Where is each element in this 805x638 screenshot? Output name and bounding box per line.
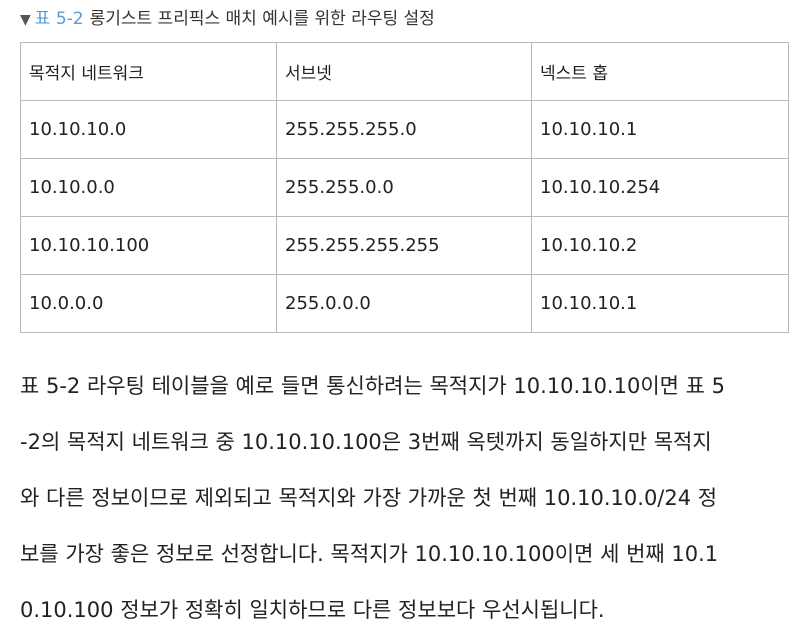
cell-subnet: 255.255.255.0 [276, 100, 532, 159]
cell-next-hop: 10.10.10.2 [531, 216, 789, 275]
paragraph-line: 0.10.100 정보가 정확히 일치하므로 다른 정보보다 우선시됩니다. [20, 598, 605, 622]
cell-subnet: 255.0.0.0 [276, 274, 532, 333]
cell-subnet: 255.255.0.0 [276, 158, 532, 217]
table-number: 표 5-2 [34, 9, 84, 29]
cell-next-hop: 10.10.10.1 [531, 274, 789, 333]
header-destination-network: 목적지 네트워크 [20, 42, 277, 101]
cell-next-hop: 10.10.10.254 [531, 158, 789, 217]
paragraph-line: 와 다른 정보이므로 제외되고 목적지와 가장 가까운 첫 번째 10.10.1… [20, 486, 718, 510]
cell-subnet: 255.255.255.255 [276, 216, 532, 275]
paragraph-line: 보를 가장 좋은 정보로 선정합니다. 목적지가 10.10.10.100이면 … [20, 542, 719, 566]
table-caption: ▼ 표 5-2 롱기스트 프리픽스 매치 예시를 위한 라우팅 설정 [20, 7, 435, 32]
triangle-down-icon: ▼ [20, 12, 31, 28]
routing-table: 목적지 네트워크 서브넷 넥스트 홉 10.10.10.0 255.255.25… [20, 42, 789, 333]
cell-destination: 10.0.0.0 [20, 274, 277, 333]
header-next-hop: 넥스트 홉 [531, 42, 789, 101]
table-row: 10.0.0.0 255.0.0.0 10.10.10.1 [20, 274, 789, 333]
cell-destination: 10.10.10.0 [20, 100, 277, 159]
table-row: 10.10.10.0 255.255.255.0 10.10.10.1 [20, 100, 789, 159]
paragraph-line: -2의 목적지 네트워크 중 10.10.10.100은 3번째 옥텟까지 동일… [20, 430, 712, 454]
table-row: 10.10.10.100 255.255.255.255 10.10.10.2 [20, 216, 789, 275]
table-title: 롱기스트 프리픽스 매치 예시를 위한 라우팅 설정 [89, 9, 435, 29]
cell-destination: 10.10.0.0 [20, 158, 277, 217]
cell-next-hop: 10.10.10.1 [531, 100, 789, 159]
paragraph-line: 표 5-2 라우팅 테이블을 예로 들면 통신하려는 목적지가 10.10.10… [20, 374, 726, 398]
table-row: 10.10.0.0 255.255.0.0 10.10.10.254 [20, 158, 789, 217]
cell-destination: 10.10.10.100 [20, 216, 277, 275]
table-header-row: 목적지 네트워크 서브넷 넥스트 홉 [20, 42, 789, 101]
body-paragraph: 표 5-2 라우팅 테이블을 예로 들면 통신하려는 목적지가 10.10.10… [20, 358, 792, 638]
header-subnet: 서브넷 [276, 42, 532, 101]
